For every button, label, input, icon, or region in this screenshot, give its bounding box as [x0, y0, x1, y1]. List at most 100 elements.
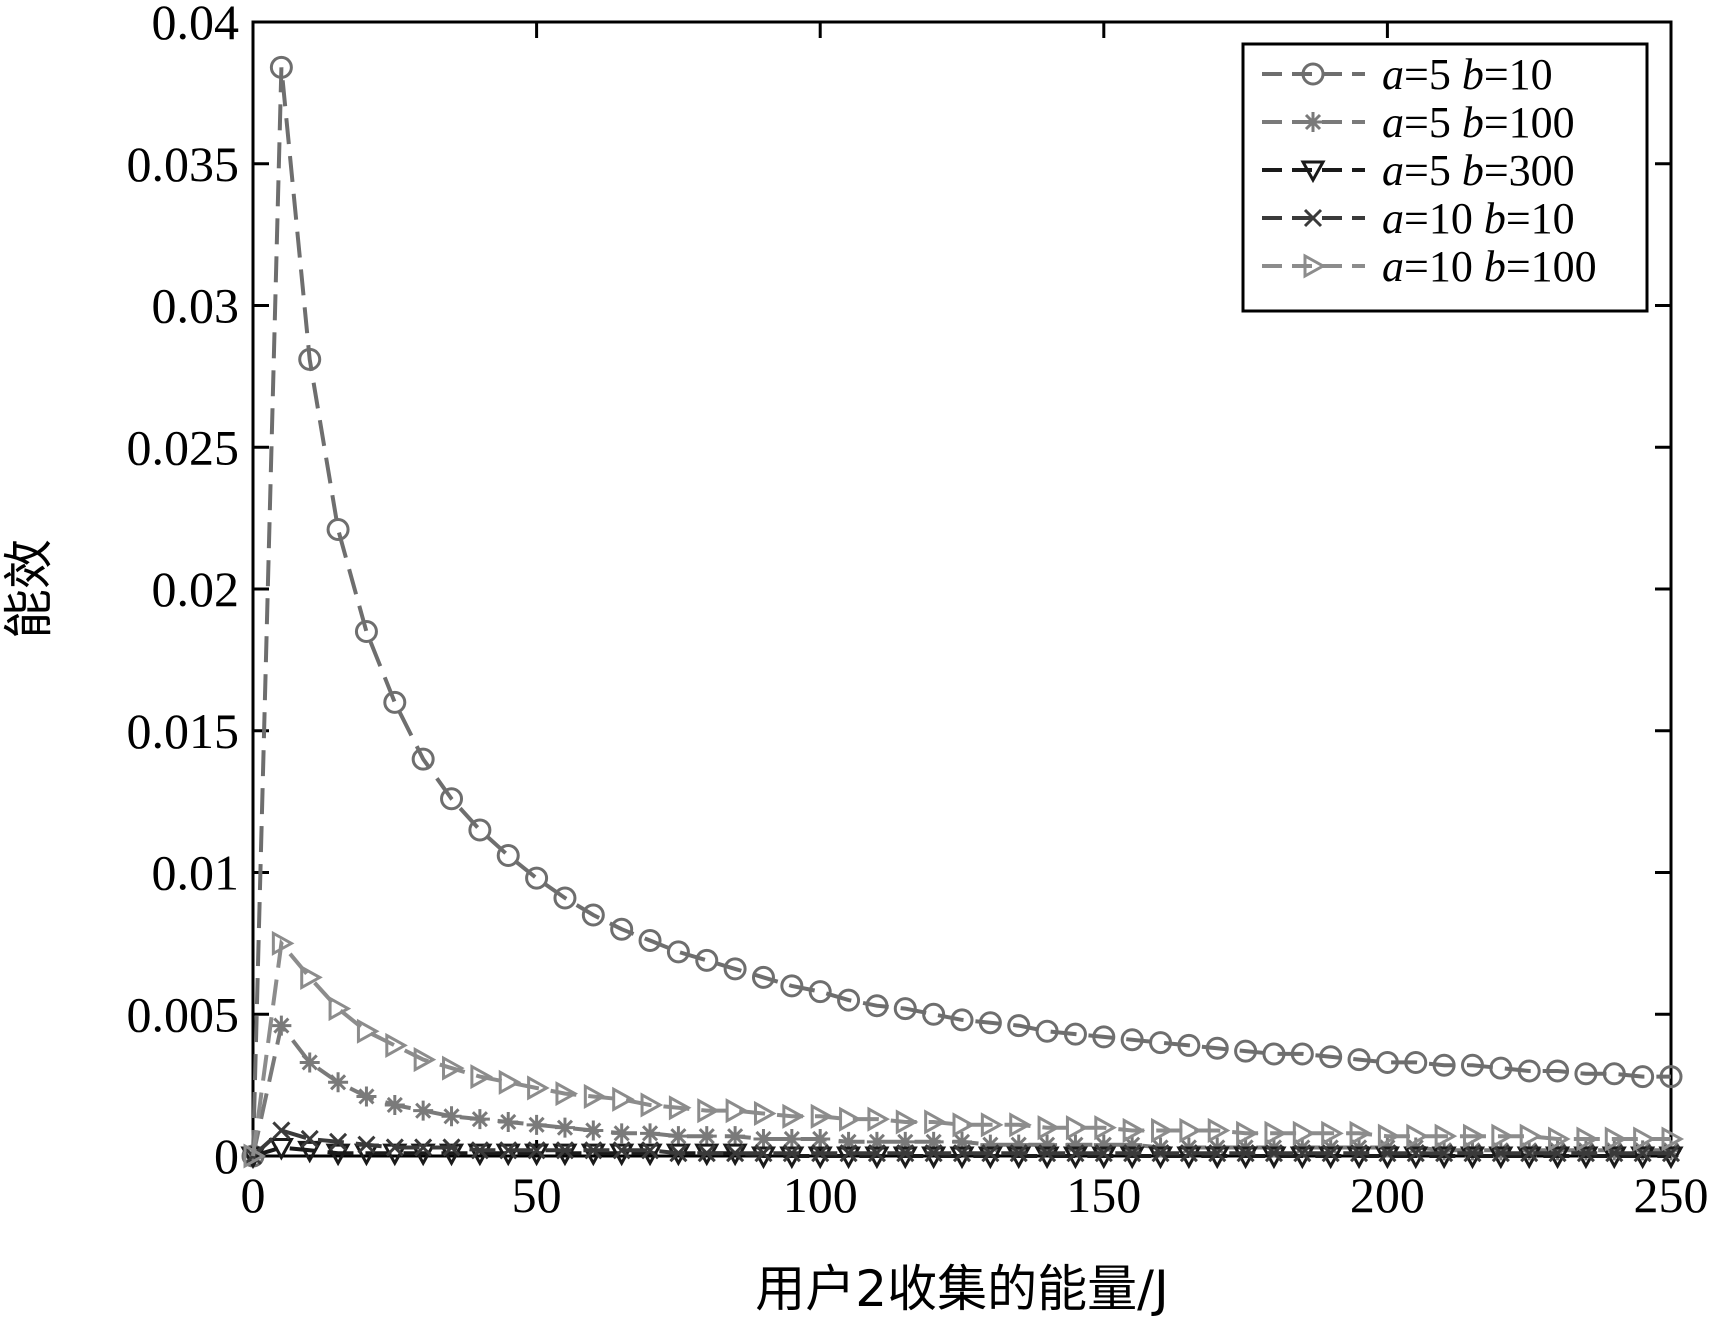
legend-label-part: =10 — [1404, 242, 1484, 291]
data-point — [751, 965, 775, 989]
data-point — [527, 1075, 550, 1101]
data-point — [1633, 1126, 1656, 1152]
data-point — [1432, 1053, 1456, 1077]
data-point — [1037, 1134, 1058, 1155]
data-point — [1122, 1134, 1143, 1155]
data-point — [584, 1141, 603, 1160]
data-point — [780, 974, 804, 998]
legend-label-part: =100 — [1506, 242, 1597, 291]
data-point — [527, 1141, 546, 1160]
data-point — [668, 1095, 692, 1121]
data-point — [1632, 1140, 1653, 1161]
data-point — [952, 1112, 976, 1138]
y-tick-label: 0.02 — [152, 561, 240, 617]
data-point — [1546, 1059, 1570, 1083]
data-point — [385, 1138, 404, 1157]
data-point — [1575, 1140, 1596, 1161]
data-point — [1007, 1014, 1031, 1038]
data-point — [981, 1144, 1000, 1163]
data-point — [781, 1128, 802, 1149]
data-point — [1262, 1042, 1286, 1066]
data-point — [612, 1141, 631, 1160]
data-point — [810, 1103, 834, 1129]
data-point — [697, 1144, 716, 1163]
legend-item-1: a=5 b=10 — [1262, 50, 1553, 99]
legend-label-part: =5 — [1404, 146, 1462, 195]
data-point — [1491, 1144, 1510, 1163]
legend-label: a=5 b=100 — [1382, 98, 1575, 147]
data-point — [1236, 1120, 1259, 1146]
data-point — [1377, 1123, 1401, 1149]
legend-marker — [1303, 208, 1323, 228]
data-point — [1406, 1144, 1425, 1163]
data-point — [297, 1140, 323, 1164]
data-point — [782, 1144, 801, 1163]
data-point — [666, 940, 690, 964]
data-point — [1489, 1056, 1513, 1080]
data-point — [526, 1114, 547, 1135]
data-point — [328, 1072, 349, 1093]
data-point — [893, 997, 917, 1021]
legend-label-part: a — [1382, 194, 1404, 243]
legend-item-5: a=10 b=100 — [1262, 242, 1597, 291]
data-point — [468, 818, 492, 842]
series-5 — [243, 930, 1685, 1169]
data-point — [1659, 1065, 1683, 1089]
data-point — [1631, 1065, 1655, 1089]
legend-label-part: =10 — [1506, 194, 1575, 243]
x-tick-label: 0 — [241, 1167, 266, 1223]
data-point — [411, 747, 435, 771]
data-point — [952, 1131, 972, 1152]
data-point — [867, 1144, 886, 1163]
data-point — [525, 866, 549, 890]
legend-label-part: b — [1484, 242, 1506, 291]
data-point — [356, 1086, 377, 1107]
data-point — [978, 1011, 1002, 1035]
legend-label-part: =10 — [1404, 194, 1484, 243]
data-point — [895, 1109, 919, 1135]
data-point — [442, 1055, 465, 1081]
legend-label-part: b — [1462, 146, 1484, 195]
y-tick-label: 0.01 — [152, 845, 240, 901]
data-point — [300, 1129, 319, 1149]
data-point — [1321, 1144, 1340, 1163]
data-point — [1604, 1140, 1625, 1161]
series-line — [251, 938, 1671, 1157]
legend-label-part: b — [1462, 98, 1484, 147]
data-point — [1491, 1123, 1514, 1149]
data-point — [1576, 1126, 1600, 1152]
data-point — [298, 347, 322, 371]
data-point — [384, 1094, 405, 1115]
data-point — [1065, 1134, 1086, 1155]
x-tick-label: 50 — [512, 1167, 562, 1223]
legend-label-part: a — [1382, 146, 1404, 195]
data-point — [1092, 1025, 1116, 1049]
y-axis-title: 能效 — [0, 539, 58, 639]
data-point — [243, 1143, 267, 1169]
series-4 — [243, 1121, 1681, 1166]
data-point — [1462, 1123, 1486, 1149]
legend-label-part: a — [1382, 98, 1404, 147]
data-point — [1349, 1120, 1373, 1146]
data-point — [1378, 1144, 1397, 1163]
data-point — [469, 1109, 490, 1130]
data-point — [1519, 1123, 1543, 1149]
data-point — [1462, 1140, 1483, 1161]
data-point — [924, 1109, 947, 1135]
data-point — [1208, 1144, 1227, 1163]
data-point — [611, 1123, 632, 1144]
data-point — [328, 996, 352, 1022]
data-point — [1066, 1144, 1085, 1163]
legend-label-part: a — [1382, 50, 1404, 99]
data-point — [1293, 1144, 1312, 1163]
data-point — [1321, 1120, 1344, 1146]
data-point — [896, 1144, 915, 1163]
data-point — [1463, 1144, 1482, 1163]
data-point — [272, 1121, 291, 1140]
data-point — [1177, 1033, 1201, 1057]
data-point — [839, 1144, 858, 1163]
data-point — [299, 1052, 320, 1073]
data-point — [668, 1126, 689, 1147]
data-point — [1179, 1144, 1198, 1163]
